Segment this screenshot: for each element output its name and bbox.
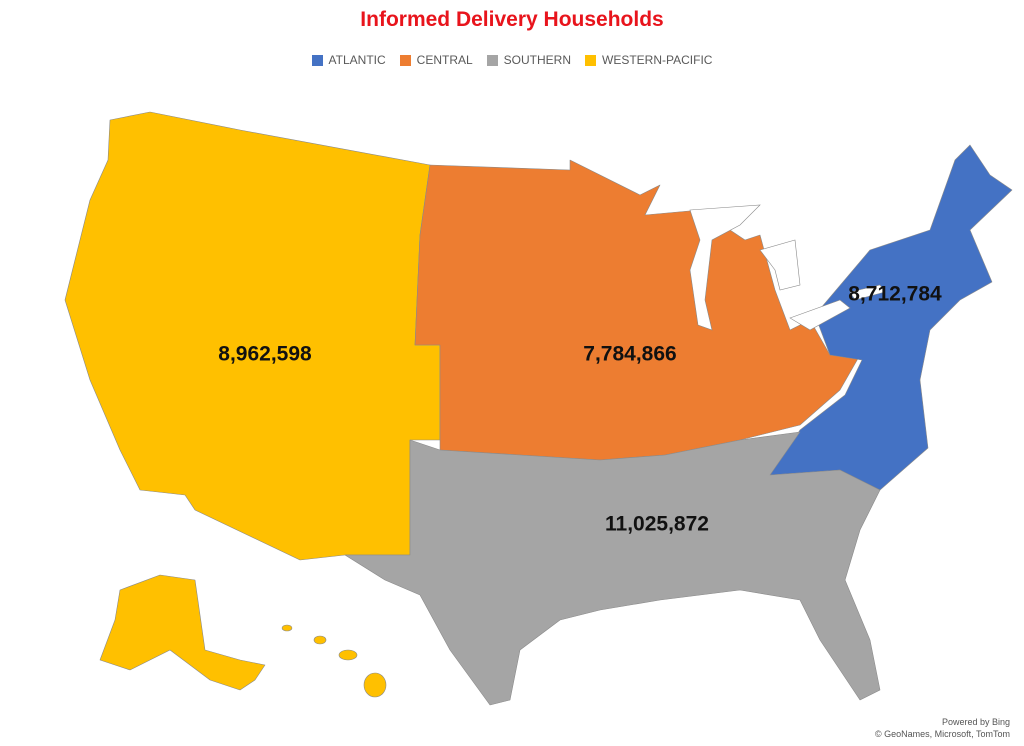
legend-label: ATLANTIC bbox=[328, 53, 386, 67]
region-shape bbox=[414, 159, 861, 461]
legend-item: ATLANTIC bbox=[311, 53, 386, 67]
region-value: 11,025,872 bbox=[605, 513, 709, 536]
region-shape bbox=[344, 431, 881, 706]
attribution-line: Powered by Bing bbox=[941, 717, 1010, 727]
legend-item: SOUTHERN bbox=[486, 53, 572, 67]
region-shape bbox=[64, 111, 441, 561]
legend-label: SOUTHERN bbox=[503, 53, 572, 67]
legend: ATLANTIC CENTRAL SOUTHERN WESTERN-PACIFIC bbox=[0, 53, 1024, 67]
lake bbox=[689, 204, 761, 331]
legend-swatch bbox=[399, 54, 411, 66]
legend-item: CENTRAL bbox=[399, 53, 473, 67]
lake bbox=[759, 239, 801, 291]
legend-label: CENTRAL bbox=[416, 53, 473, 67]
region-value: 7,784,866 bbox=[583, 343, 676, 366]
lake bbox=[849, 284, 886, 301]
legend-label: WESTERN-PACIFIC bbox=[602, 53, 713, 67]
attribution-line: © GeoNames, Microsoft, TomTom bbox=[875, 729, 1010, 739]
region-shape bbox=[338, 649, 358, 661]
attribution: Powered by Bing © GeoNames, Microsoft, T… bbox=[875, 716, 1010, 740]
legend-swatch bbox=[585, 54, 597, 66]
lake bbox=[789, 299, 851, 331]
legend-item: WESTERN-PACIFIC bbox=[585, 53, 712, 67]
legend-swatch bbox=[311, 54, 323, 66]
region-shape bbox=[99, 574, 266, 691]
legend-swatch bbox=[486, 54, 498, 66]
region-shape bbox=[769, 144, 1013, 491]
region-shape bbox=[281, 624, 293, 632]
region-value: 8,962,598 bbox=[218, 343, 312, 366]
region-value: 8,712,784 bbox=[848, 283, 942, 306]
map-title: Informed Delivery Households bbox=[360, 8, 664, 31]
region-shape bbox=[363, 672, 387, 698]
region-shape bbox=[313, 635, 327, 645]
